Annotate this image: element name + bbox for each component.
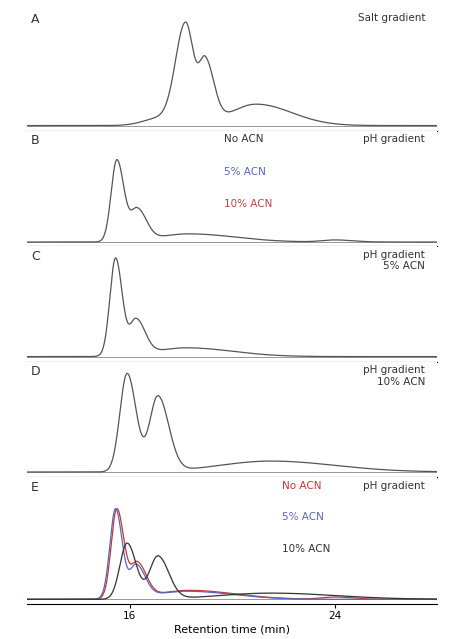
Text: pH gradient
10% ACN: pH gradient 10% ACN — [364, 365, 425, 387]
Text: 10% ACN: 10% ACN — [281, 544, 330, 554]
Text: 10% ACN: 10% ACN — [224, 199, 272, 209]
Text: E: E — [31, 481, 39, 494]
Text: No ACN: No ACN — [224, 134, 263, 144]
Text: A: A — [31, 13, 40, 26]
Text: D: D — [31, 365, 41, 378]
Text: pH gradient: pH gradient — [364, 134, 425, 144]
Text: No ACN: No ACN — [281, 481, 321, 491]
Text: Salt gradient: Salt gradient — [358, 13, 425, 23]
X-axis label: Retention time (min): Retention time (min) — [174, 625, 290, 635]
Text: B: B — [31, 134, 40, 147]
Text: 5% ACN: 5% ACN — [281, 512, 323, 523]
Text: 5% ACN: 5% ACN — [224, 167, 266, 176]
Text: pH gradient: pH gradient — [364, 481, 425, 491]
Text: C: C — [31, 250, 40, 263]
Text: pH gradient
5% ACN: pH gradient 5% ACN — [364, 250, 425, 271]
